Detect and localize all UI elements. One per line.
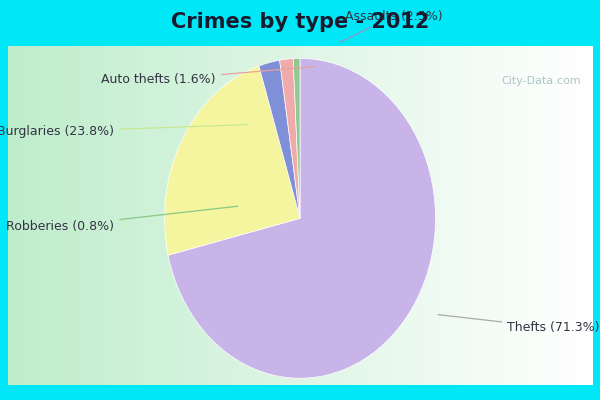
- Wedge shape: [280, 59, 300, 218]
- Text: Robberies (0.8%): Robberies (0.8%): [7, 206, 238, 233]
- Text: Auto thefts (1.6%): Auto thefts (1.6%): [101, 66, 315, 86]
- Text: Burglaries (23.8%): Burglaries (23.8%): [0, 125, 247, 138]
- Wedge shape: [293, 58, 300, 218]
- Text: Crimes by type - 2012: Crimes by type - 2012: [171, 12, 429, 32]
- Text: Thefts (71.3%): Thefts (71.3%): [438, 315, 600, 334]
- Wedge shape: [168, 58, 436, 378]
- Wedge shape: [164, 66, 300, 255]
- Text: Assaults (2.5%): Assaults (2.5%): [340, 10, 442, 42]
- Text: City-Data.com: City-Data.com: [501, 76, 581, 86]
- Wedge shape: [259, 60, 300, 218]
